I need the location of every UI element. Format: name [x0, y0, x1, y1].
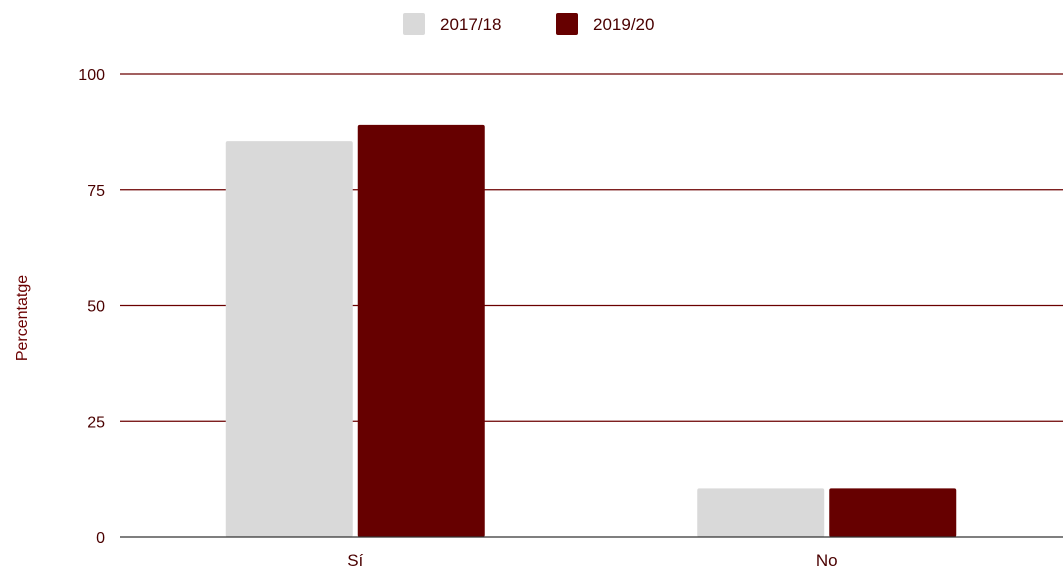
y-axis: 0 25 50 75 100 — [78, 67, 105, 547]
legend: 2017/18 2019/20 — [403, 13, 654, 35]
bar-2019/20-No — [829, 488, 957, 537]
y-tick-label: 0 — [96, 530, 105, 547]
y-tick-label: 100 — [78, 67, 105, 84]
bar-2017/18-Sí — [225, 141, 353, 537]
x-axis-categories: Sí No — [347, 551, 837, 570]
legend-label: 2019/20 — [593, 15, 654, 34]
y-tick-label: 50 — [87, 299, 105, 316]
x-category-label: Sí — [347, 551, 363, 570]
y-axis-title: Percentatge — [14, 275, 31, 361]
legend-swatch — [403, 13, 425, 35]
bar-2017/18-No — [697, 488, 825, 537]
bars — [225, 124, 957, 538]
y-tick-label: 25 — [87, 414, 105, 431]
legend-swatch — [556, 13, 578, 35]
bar-2019/20-Sí — [357, 124, 485, 538]
x-category-label: No — [816, 551, 838, 570]
y-tick-label: 75 — [87, 183, 105, 200]
legend-label: 2017/18 — [440, 15, 501, 34]
